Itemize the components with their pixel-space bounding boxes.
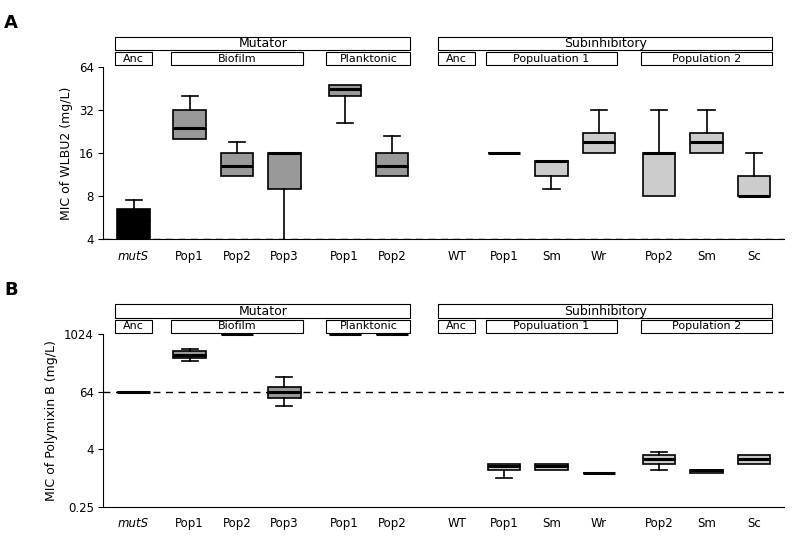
Text: Pop1: Pop1 <box>490 517 518 530</box>
Text: Sm: Sm <box>542 517 561 530</box>
Text: Pop1: Pop1 <box>330 517 359 530</box>
Text: Mutator: Mutator <box>239 305 287 317</box>
FancyBboxPatch shape <box>643 455 675 464</box>
Text: Pop2: Pop2 <box>378 517 407 530</box>
Text: Population 2: Population 2 <box>672 53 741 63</box>
Text: Biofilm: Biofilm <box>217 321 256 331</box>
FancyBboxPatch shape <box>326 320 411 333</box>
Text: Sm: Sm <box>697 250 716 263</box>
Text: Planktonic: Planktonic <box>339 53 397 63</box>
Text: WT: WT <box>447 517 466 530</box>
FancyBboxPatch shape <box>535 464 568 470</box>
FancyBboxPatch shape <box>326 52 411 65</box>
FancyBboxPatch shape <box>486 320 617 333</box>
FancyBboxPatch shape <box>268 387 301 398</box>
Text: Pop3: Pop3 <box>270 517 298 530</box>
Text: mutS: mutS <box>118 517 149 530</box>
Text: Pop2: Pop2 <box>223 250 252 263</box>
FancyBboxPatch shape <box>115 52 152 65</box>
FancyBboxPatch shape <box>583 133 615 153</box>
FancyBboxPatch shape <box>115 304 411 318</box>
Text: Populuation 1: Populuation 1 <box>513 53 590 63</box>
FancyBboxPatch shape <box>118 209 150 240</box>
Text: Pop1: Pop1 <box>175 517 204 530</box>
FancyBboxPatch shape <box>641 52 772 65</box>
Text: B: B <box>4 281 18 299</box>
Text: Sc: Sc <box>747 250 761 263</box>
FancyBboxPatch shape <box>738 177 770 196</box>
Text: Biofilm: Biofilm <box>217 53 256 63</box>
Text: Wr: Wr <box>591 250 607 263</box>
FancyBboxPatch shape <box>174 351 206 359</box>
Text: Pop1: Pop1 <box>330 250 359 263</box>
Text: Subinhibitory: Subinhibitory <box>564 305 646 317</box>
FancyBboxPatch shape <box>439 52 475 65</box>
Text: Pop2: Pop2 <box>645 250 673 263</box>
Text: Pop3: Pop3 <box>270 250 298 263</box>
Text: Subinhibitory: Subinhibitory <box>564 37 646 50</box>
FancyBboxPatch shape <box>171 52 302 65</box>
Text: Sm: Sm <box>697 517 716 530</box>
Text: WT: WT <box>447 250 466 263</box>
FancyBboxPatch shape <box>115 37 411 51</box>
Text: Mutator: Mutator <box>239 37 287 50</box>
Text: Sm: Sm <box>542 250 561 263</box>
Text: Population 2: Population 2 <box>672 321 741 331</box>
FancyBboxPatch shape <box>738 455 770 464</box>
Text: mutS: mutS <box>118 250 149 263</box>
FancyBboxPatch shape <box>641 320 772 333</box>
Text: Anc: Anc <box>123 321 144 331</box>
Text: Sc: Sc <box>747 517 761 530</box>
FancyBboxPatch shape <box>268 153 301 189</box>
Text: Populuation 1: Populuation 1 <box>513 321 590 331</box>
Text: Anc: Anc <box>447 321 467 331</box>
FancyBboxPatch shape <box>690 133 723 153</box>
Y-axis label: MIC of WLBU2 (mg/L): MIC of WLBU2 (mg/L) <box>60 86 73 220</box>
FancyBboxPatch shape <box>329 85 361 96</box>
FancyBboxPatch shape <box>535 162 568 177</box>
FancyBboxPatch shape <box>171 320 302 333</box>
Text: Anc: Anc <box>123 53 144 63</box>
Text: Pop2: Pop2 <box>378 250 407 263</box>
FancyBboxPatch shape <box>690 470 723 473</box>
FancyBboxPatch shape <box>486 52 617 65</box>
Text: Pop1: Pop1 <box>175 250 204 263</box>
FancyBboxPatch shape <box>220 153 253 177</box>
FancyBboxPatch shape <box>488 464 521 470</box>
Text: Pop1: Pop1 <box>490 250 518 263</box>
FancyBboxPatch shape <box>439 320 475 333</box>
Text: Wr: Wr <box>591 517 607 530</box>
Text: Planktonic: Planktonic <box>339 321 397 331</box>
Text: Pop2: Pop2 <box>223 517 252 530</box>
FancyBboxPatch shape <box>643 153 675 196</box>
FancyBboxPatch shape <box>115 320 152 333</box>
FancyBboxPatch shape <box>174 110 206 139</box>
Text: Anc: Anc <box>447 53 467 63</box>
FancyBboxPatch shape <box>439 304 772 318</box>
Y-axis label: MIC of Polymixin B (mg/L): MIC of Polymixin B (mg/L) <box>45 340 58 501</box>
Text: A: A <box>4 14 18 32</box>
Text: Pop2: Pop2 <box>645 517 673 530</box>
FancyBboxPatch shape <box>439 37 772 51</box>
FancyBboxPatch shape <box>376 153 408 177</box>
